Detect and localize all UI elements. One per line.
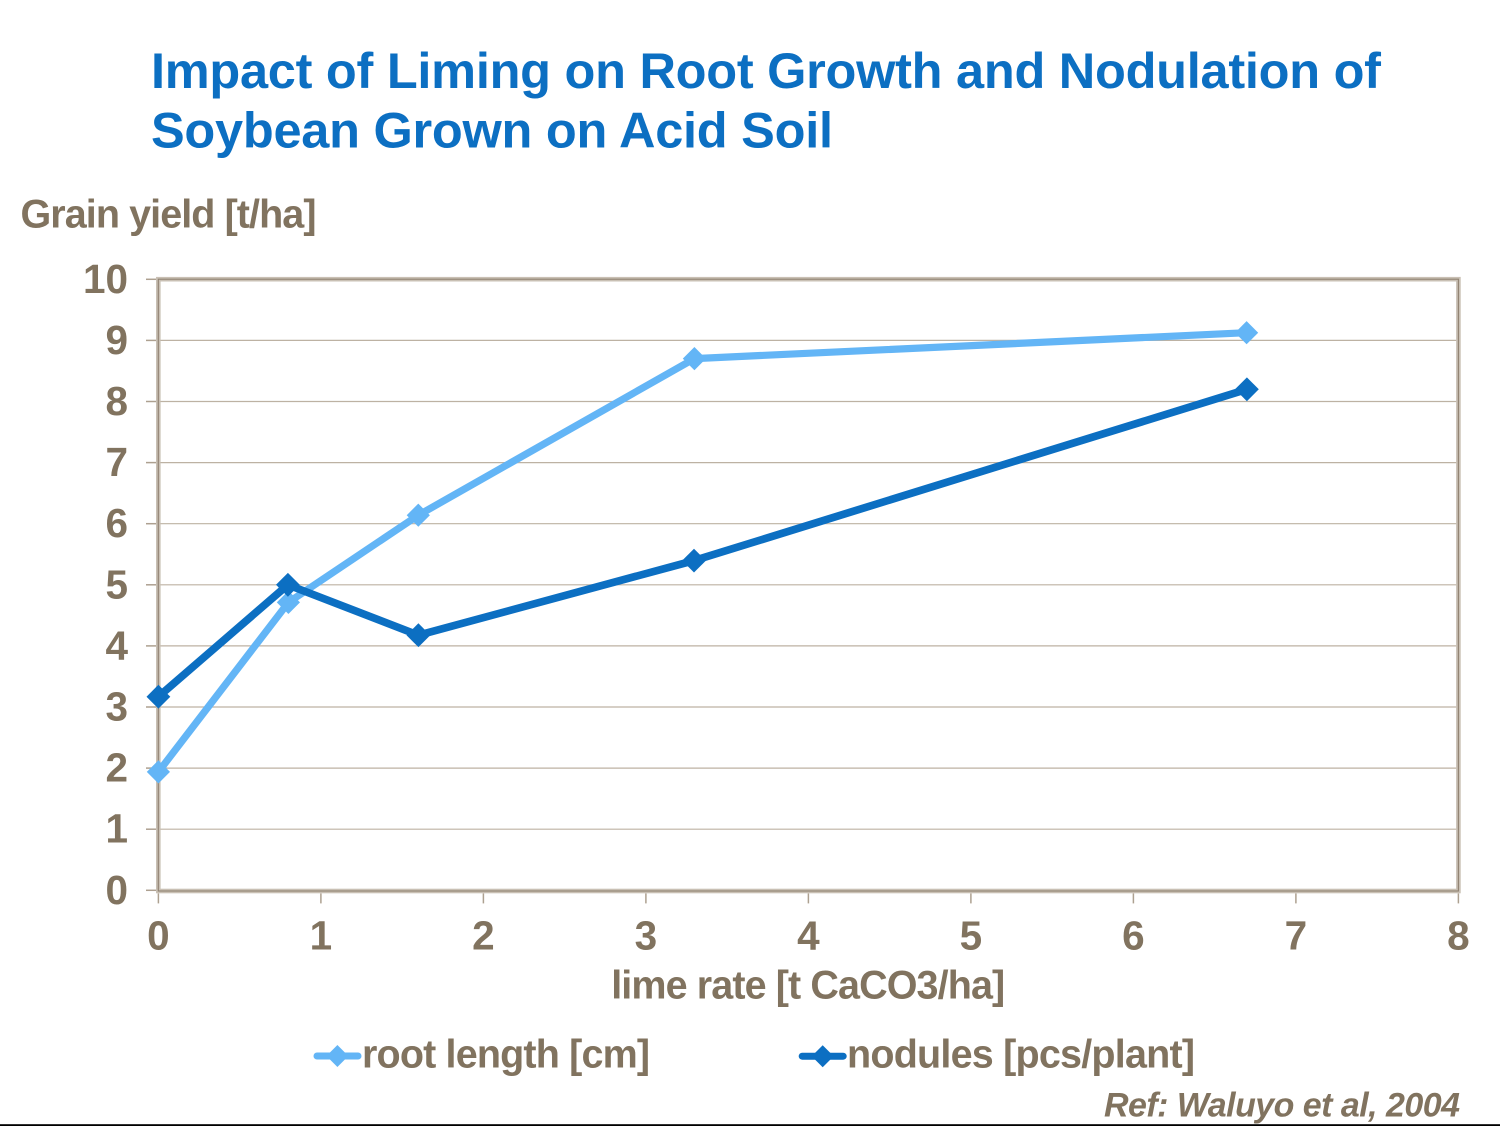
svg-text:4: 4 <box>105 622 128 668</box>
svg-text:10: 10 <box>83 256 128 302</box>
svg-text:Grain yield [t/ha]: Grain yield [t/ha] <box>21 192 317 236</box>
svg-text:4: 4 <box>797 913 820 959</box>
svg-text:7: 7 <box>1285 913 1308 959</box>
svg-text:0: 0 <box>105 867 128 913</box>
svg-text:3: 3 <box>635 913 658 959</box>
svg-text:Ref: Waluyo et al, 2004: Ref: Waluyo et al, 2004 <box>1104 1086 1460 1124</box>
svg-text:Impact of Liming on Root Growt: Impact of Liming on Root Growth and Nodu… <box>151 42 1381 99</box>
svg-text:1: 1 <box>310 913 333 959</box>
svg-text:1: 1 <box>105 806 128 852</box>
svg-text:8: 8 <box>105 378 128 424</box>
svg-text:Soybean Grown on Acid Soil: Soybean Grown on Acid Soil <box>151 102 833 159</box>
svg-text:5: 5 <box>105 561 128 607</box>
svg-text:3: 3 <box>105 684 128 730</box>
svg-text:5: 5 <box>960 913 983 959</box>
svg-text:2: 2 <box>472 913 495 959</box>
svg-text:9: 9 <box>105 317 128 363</box>
svg-text:7: 7 <box>105 439 128 485</box>
svg-text:nodules [pcs/plant]: nodules [pcs/plant] <box>847 1033 1195 1077</box>
svg-text:6: 6 <box>1122 913 1145 959</box>
svg-text:8: 8 <box>1447 913 1470 959</box>
svg-text:0: 0 <box>147 913 170 959</box>
svg-text:2: 2 <box>105 745 128 791</box>
svg-text:root length [cm]: root length [cm] <box>362 1033 650 1077</box>
svg-text:lime rate [t CaCO3/ha]: lime rate [t CaCO3/ha] <box>611 963 1005 1007</box>
svg-text:6: 6 <box>105 500 128 546</box>
